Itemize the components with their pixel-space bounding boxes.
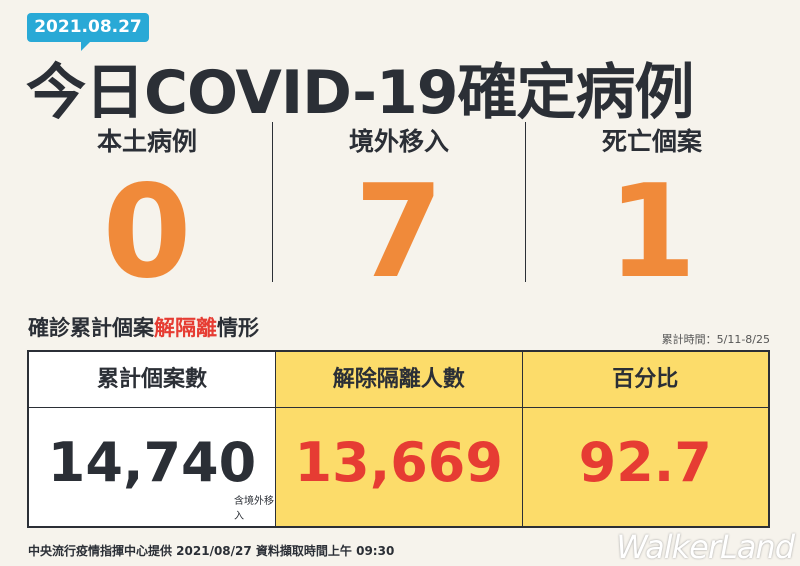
table-header: 百分比 [522,352,768,408]
section-title: 確診累計個案解隔離情形 [28,312,259,342]
date-badge: 2021.08.27 [27,13,149,51]
table-footnote: 含境外移入 [234,496,274,522]
table-col-released: 解除隔離人數 13,669 [276,352,523,526]
section-title-highlight: 解隔離 [154,316,217,340]
watermark-logo: WalkerLand [616,528,795,566]
period-note: 累計時間：5/11-8/25 [661,333,770,346]
divider [272,122,273,282]
stat-value: 1 [607,158,697,307]
summary-table: 累計個案數 14,740 含境外移入 解除隔離人數 13,669 百分比 92.… [27,350,770,528]
table-value: 14,740 [47,431,257,494]
table-col-percent: 百分比 92.7 [522,352,768,526]
stat-label: 本土病例 [96,127,197,156]
section-title-pre: 確診累計個案 [28,316,154,340]
table-header: 累計個案數 [29,352,275,408]
page-title: 今日COVID-19確定病例 [26,58,695,128]
stat-imported: 境外移入 7 [274,122,524,308]
table-value: 92.7 [578,431,712,494]
divider [525,122,526,282]
section-title-post: 情形 [217,316,259,340]
table-value: 13,669 [294,431,503,494]
stat-deaths: 死亡個案 1 [527,122,777,308]
stat-value: 0 [102,158,192,307]
table-header: 解除隔離人數 [276,352,522,408]
stat-label: 死亡個案 [601,127,702,156]
table-col-cumulative: 累計個案數 14,740 含境外移入 [29,352,276,526]
stat-local: 本土病例 0 [22,122,272,308]
stat-value: 7 [354,158,444,307]
source-footer: 中央流行疫情指揮中心提供 2021/08/27 資料擷取時間上午 09:30 [28,544,395,558]
stat-label: 境外移入 [348,127,449,156]
